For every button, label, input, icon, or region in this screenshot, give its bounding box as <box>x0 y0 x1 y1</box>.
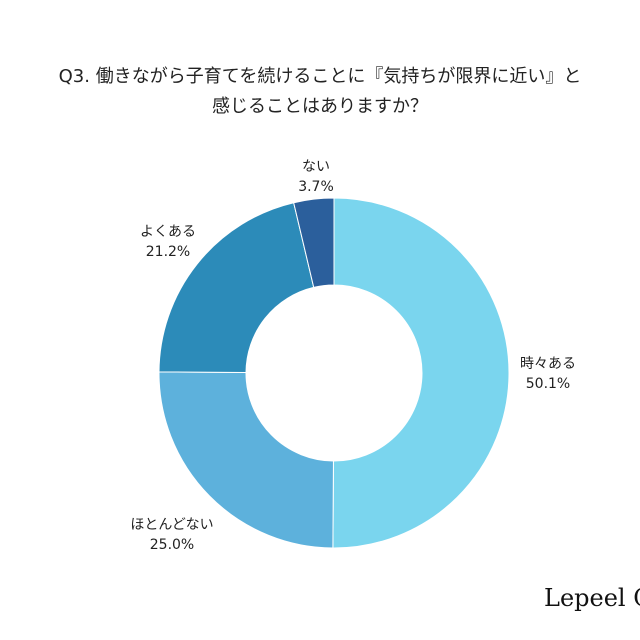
slice-label-often: よくある <box>140 224 196 240</box>
slice-often <box>158 202 315 373</box>
slice-value-sometimes: 50.1% <box>526 376 570 392</box>
slice-label-never: ない <box>302 159 330 175</box>
slice-rarely <box>158 371 334 549</box>
slice-value-often: 21.2% <box>146 244 190 260</box>
slice-label-rarely: ほとんどない <box>130 517 213 533</box>
slice-sometimes <box>332 197 510 549</box>
chart-title-line-2: 感じることはありますか？ <box>212 96 428 117</box>
slice-never <box>293 197 335 288</box>
chart-title-line-1: Q3. 働きながら子育てを続けることに『気持ちが限界に近い』と <box>58 66 582 87</box>
slice-label-sometimes: 時々ある <box>520 356 576 372</box>
brand-logo-text: Lepeel C <box>544 584 640 612</box>
slice-labels: 時々ある 50.1% ほとんどない 25.0% よくある 21.2% ない 3.7% <box>130 159 576 553</box>
donut-slices <box>158 197 510 549</box>
slice-value-never: 3.7% <box>298 179 334 195</box>
chart-title: Q3. 働きながら子育てを続けることに『気持ちが限界に近い』と 感じることはあり… <box>0 62 640 122</box>
slice-value-rarely: 25.0% <box>150 537 194 553</box>
